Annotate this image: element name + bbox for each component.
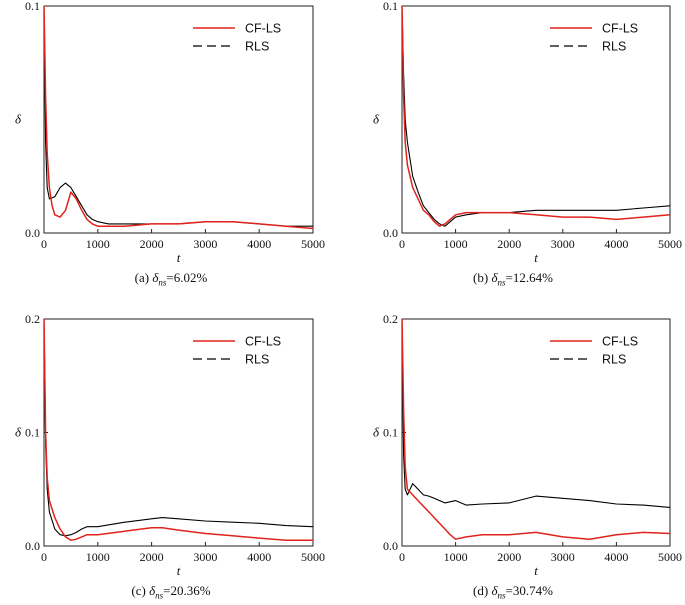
x-tick-label: 4000	[247, 550, 271, 564]
x-tick-label: 1000	[444, 237, 468, 251]
x-tick-label: 2000	[497, 550, 521, 564]
chart-svg-a: 0 1000 2000 3000 4000 5000 0.0 0.1 t δ CF-LS RLS	[15, 0, 325, 265]
y-tick-label: 0.2	[383, 312, 398, 326]
chart-panel-a: 0 1000 2000 3000 4000 5000 0.0 0.1 t δ CF-LS RLS (a…	[0, 0, 342, 302]
chart-panel-c: 0 1000 2000 3000 4000 5000 0.0 0.1 0.2 t δ CF-LS RLS…	[0, 302, 342, 604]
y-tick-label: 0.0	[25, 539, 40, 553]
caption-prefix: (b)	[473, 270, 492, 285]
x-tick-label: 5000	[301, 550, 325, 564]
x-tick-label: 0	[399, 237, 405, 251]
y-tick-label: 0.1	[25, 0, 40, 13]
legend-label: CF-LS	[602, 22, 638, 36]
x-axis-label: t	[177, 563, 181, 578]
y-tick-label: 0.1	[383, 426, 398, 440]
legend-label: RLS	[245, 353, 269, 367]
x-tick-label: 3000	[551, 550, 575, 564]
caption-subscript: ns	[497, 590, 506, 601]
x-tick-label: 1000	[444, 550, 468, 564]
x-axis-label: t	[177, 250, 181, 265]
x-tick-label: 5000	[658, 550, 682, 564]
chart-svg-c: 0 1000 2000 3000 4000 5000 0.0 0.1 0.2 t δ CF-LS RLS	[15, 312, 325, 578]
y-axis-label: δ	[15, 425, 22, 440]
caption-value: =30.74%	[505, 583, 553, 598]
y-tick-label: 0.1	[25, 426, 40, 440]
caption-prefix: (a)	[134, 270, 153, 285]
x-tick-label: 3000	[193, 237, 217, 251]
plot-frame	[43, 5, 314, 234]
x-tick-label: 1000	[86, 550, 110, 564]
y-axis-label: δ	[373, 112, 380, 127]
plot-frame	[401, 5, 671, 234]
series-line-cf-ls	[44, 6, 313, 230]
caption-a: (a) δns=6.02%	[0, 270, 342, 288]
caption-symbol: δ	[491, 270, 498, 285]
caption-prefix: (d)	[473, 583, 492, 598]
x-tick-label: 4000	[604, 237, 628, 251]
y-axis-label: δ	[373, 425, 380, 440]
legend-label: CF-LS	[245, 22, 281, 36]
legend-label: RLS	[245, 40, 269, 54]
caption-symbol: δ	[152, 270, 159, 285]
series-line-cf-ls	[402, 319, 670, 540]
caption-prefix: (c)	[131, 583, 150, 598]
x-tick-label: 0	[399, 550, 405, 564]
x-tick-label: 4000	[247, 237, 271, 251]
caption-value: =20.36%	[163, 583, 211, 598]
legend-label: RLS	[602, 40, 626, 54]
series-line-rls	[44, 319, 313, 537]
caption-value: =6.02%	[166, 270, 208, 285]
x-tick-label: 5000	[658, 237, 682, 251]
legend-label: CF-LS	[602, 335, 638, 349]
chart-svg-b: 0 1000 2000 3000 4000 5000 0.0 0.1 t δ CF-LS RLS	[373, 0, 682, 265]
x-tick-label: 1000	[86, 237, 110, 251]
x-axis-label: t	[534, 250, 538, 265]
plot-frame	[401, 318, 671, 547]
y-tick-label: 0.0	[383, 226, 398, 240]
x-tick-label: 2000	[140, 237, 164, 251]
caption-c: (c) δns=20.36%	[0, 583, 342, 601]
caption-symbol: δ	[149, 583, 156, 598]
y-tick-label: 0.0	[25, 226, 40, 240]
x-tick-label: 2000	[140, 550, 164, 564]
caption-subscript: ns	[158, 277, 167, 288]
y-tick-label: 0.1	[383, 0, 398, 13]
x-tick-label: 5000	[301, 237, 325, 251]
series-line-cf-ls	[44, 319, 313, 542]
chart-panel-d: 0 1000 2000 3000 4000 5000 0.0 0.1 0.2 t δ CF-LS RLS…	[342, 302, 684, 604]
caption-value: =12.64%	[505, 270, 553, 285]
series-line-cf-ls	[402, 6, 670, 227]
caption-subscript: ns	[497, 277, 506, 288]
x-tick-label: 4000	[604, 550, 628, 564]
series-line-rls	[402, 6, 670, 227]
chart-svg-d: 0 1000 2000 3000 4000 5000 0.0 0.1 0.2 t δ CF-LS RLS	[373, 312, 682, 578]
caption-b: (b) δns=12.64%	[342, 270, 684, 288]
caption-d: (d) δns=30.74%	[342, 583, 684, 601]
x-tick-label: 2000	[497, 237, 521, 251]
x-tick-label: 0	[41, 237, 47, 251]
x-axis-label: t	[534, 563, 538, 578]
legend-label: CF-LS	[245, 335, 281, 349]
caption-subscript: ns	[155, 590, 164, 601]
y-axis-label: δ	[15, 112, 22, 127]
caption-symbol: δ	[491, 583, 498, 598]
y-tick-label: 0.2	[25, 312, 40, 326]
chart-panel-b: 0 1000 2000 3000 4000 5000 0.0 0.1 t δ CF-LS RLS (b…	[342, 0, 684, 302]
y-tick-label: 0.0	[383, 539, 398, 553]
x-tick-label: 0	[41, 550, 47, 564]
legend-label: RLS	[602, 353, 626, 367]
plot-frame	[43, 318, 314, 547]
series-line-rls	[44, 6, 313, 227]
x-tick-label: 3000	[551, 237, 575, 251]
x-tick-label: 3000	[193, 550, 217, 564]
